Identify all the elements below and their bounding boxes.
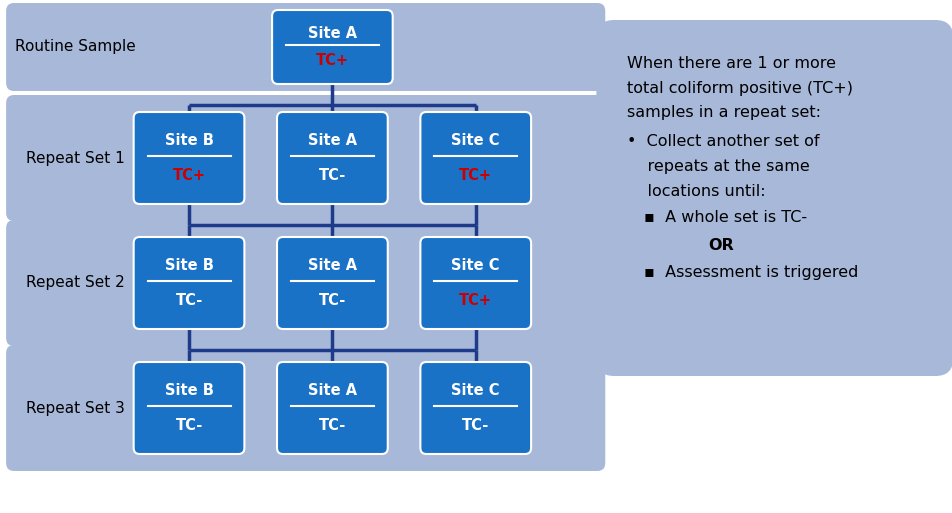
Text: TC-: TC- — [175, 418, 203, 433]
Text: TC-: TC- — [175, 293, 203, 308]
Text: Site B: Site B — [165, 133, 213, 148]
FancyBboxPatch shape — [421, 362, 531, 454]
Text: TC+: TC+ — [459, 293, 492, 308]
Text: TC-: TC- — [319, 168, 346, 183]
FancyBboxPatch shape — [596, 20, 952, 376]
FancyBboxPatch shape — [133, 112, 245, 204]
Text: Repeat Set 2: Repeat Set 2 — [26, 275, 125, 290]
Text: samples in a repeat set:: samples in a repeat set: — [627, 106, 821, 121]
Text: Routine Sample: Routine Sample — [15, 40, 136, 54]
FancyBboxPatch shape — [277, 112, 387, 204]
FancyBboxPatch shape — [6, 220, 605, 346]
Text: ▪  A whole set is TC-: ▪ A whole set is TC- — [644, 210, 807, 226]
Text: locations until:: locations until: — [627, 184, 765, 199]
Text: Site C: Site C — [451, 383, 500, 398]
Text: Site A: Site A — [307, 383, 357, 398]
FancyBboxPatch shape — [277, 237, 387, 329]
Text: TC-: TC- — [319, 418, 346, 433]
Text: •  Collect another set of: • Collect another set of — [627, 133, 820, 148]
Text: Site A: Site A — [307, 133, 357, 148]
Text: Site B: Site B — [165, 383, 213, 398]
Text: TC+: TC+ — [459, 168, 492, 183]
Text: total coliform positive (TC+): total coliform positive (TC+) — [627, 81, 853, 95]
Text: Site B: Site B — [165, 258, 213, 273]
Text: Repeat Set 1: Repeat Set 1 — [26, 150, 125, 166]
FancyBboxPatch shape — [6, 3, 605, 91]
FancyBboxPatch shape — [421, 237, 531, 329]
FancyBboxPatch shape — [133, 237, 245, 329]
Text: TC+: TC+ — [316, 53, 348, 68]
Text: TC-: TC- — [319, 293, 346, 308]
Text: When there are 1 or more: When there are 1 or more — [627, 55, 836, 70]
Text: OR: OR — [708, 238, 734, 252]
Text: Site A: Site A — [307, 26, 357, 41]
Text: Site C: Site C — [451, 133, 500, 148]
FancyBboxPatch shape — [6, 95, 605, 221]
FancyBboxPatch shape — [277, 362, 387, 454]
FancyBboxPatch shape — [272, 10, 392, 84]
Text: Site C: Site C — [451, 258, 500, 273]
FancyBboxPatch shape — [6, 345, 605, 471]
Text: Repeat Set 3: Repeat Set 3 — [26, 401, 125, 416]
FancyBboxPatch shape — [421, 112, 531, 204]
Text: Site A: Site A — [307, 258, 357, 273]
Text: repeats at the same: repeats at the same — [627, 159, 810, 173]
Text: TC-: TC- — [462, 418, 489, 433]
Text: TC+: TC+ — [172, 168, 206, 183]
FancyBboxPatch shape — [133, 362, 245, 454]
Text: ▪  Assessment is triggered: ▪ Assessment is triggered — [644, 265, 858, 280]
